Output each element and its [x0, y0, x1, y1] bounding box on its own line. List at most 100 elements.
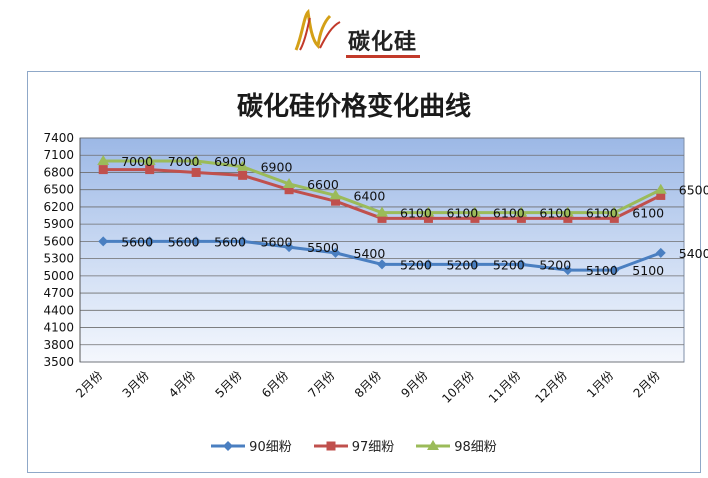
data-point	[190, 154, 203, 165]
y-tick-label: 6200	[43, 200, 74, 214]
legend-item: 98细粉	[416, 436, 497, 455]
data-label: 5600	[214, 234, 246, 249]
x-tick-label: 3月份	[120, 368, 152, 400]
legend-swatch-icon	[313, 441, 348, 450]
data-point	[98, 236, 109, 247]
data-label: 5100	[632, 263, 664, 278]
header-logo-block: 碳化硅	[290, 4, 420, 58]
x-tick-label: 6月份	[259, 368, 291, 400]
data-point	[608, 206, 621, 217]
data-label: 7000	[121, 154, 153, 169]
legend-label: 98细粉	[454, 440, 497, 455]
data-label: 5400	[679, 246, 708, 261]
legend-label: 97细粉	[351, 440, 395, 455]
brand-logo-icon	[294, 8, 341, 51]
x-tick-label: 2月份	[631, 368, 663, 400]
data-point	[145, 165, 155, 175]
data-point	[238, 170, 248, 180]
data-point	[516, 213, 526, 223]
y-tick-label: 3500	[43, 355, 74, 369]
data-point	[284, 242, 295, 253]
data-point	[97, 154, 110, 165]
data-point	[330, 247, 341, 258]
data-point	[470, 213, 480, 223]
data-label: 6900	[261, 160, 293, 175]
data-label: 5200	[539, 257, 571, 272]
y-tick-label: 3800	[43, 338, 74, 352]
data-label: 7000	[168, 154, 200, 169]
data-label: 5200	[446, 257, 478, 272]
data-point	[191, 236, 202, 247]
x-tick-label: 8月份	[352, 368, 384, 400]
data-point	[468, 206, 481, 217]
y-tick-label: 5900	[43, 217, 74, 231]
data-label: 6100	[400, 206, 432, 221]
data-point	[609, 213, 619, 223]
data-point	[515, 206, 528, 217]
data-label: 6500	[679, 183, 708, 198]
data-label: 5600	[121, 234, 153, 249]
y-tick-label: 4400	[43, 303, 74, 317]
data-label: 6600	[307, 177, 339, 192]
data-point	[423, 259, 434, 270]
legend-label: 90细粉	[249, 440, 292, 455]
data-point	[331, 196, 341, 206]
y-tick-label: 4100	[43, 321, 74, 335]
y-tick-label: 5000	[43, 269, 74, 283]
data-point	[377, 213, 387, 223]
data-point	[377, 259, 387, 270]
data-point	[144, 236, 155, 247]
x-tick-label: 12月份	[532, 368, 570, 406]
data-label: 6100	[632, 206, 664, 221]
brand-name: 碳化硅	[348, 30, 418, 55]
y-tick-label: 5300	[43, 252, 74, 266]
data-point	[143, 154, 156, 165]
data-label: 6100	[446, 206, 478, 221]
data-label: 6100	[539, 206, 571, 221]
data-point	[422, 206, 435, 217]
data-point	[563, 213, 573, 223]
data-point	[237, 236, 248, 247]
data-point	[423, 213, 433, 223]
legend-item: 90细粉	[211, 436, 292, 455]
data-point	[329, 189, 342, 200]
data-point	[376, 206, 388, 217]
data-point	[655, 247, 666, 258]
x-tick-label: 2月份	[73, 368, 105, 400]
data-label: 5600	[261, 234, 293, 249]
data-label: 6100	[493, 206, 525, 221]
x-tick-label: 4月份	[166, 368, 198, 400]
x-tick-label: 7月份	[305, 368, 337, 400]
plot-area	[79, 137, 685, 363]
x-tick-label: 1月份	[584, 368, 616, 400]
data-point	[562, 265, 573, 276]
data-point	[654, 183, 667, 194]
data-point	[283, 177, 296, 188]
y-tick-label: 6800	[43, 165, 74, 179]
legend-swatch-icon	[211, 440, 246, 451]
data-point	[469, 259, 480, 270]
legend-item: 97细粉	[313, 436, 395, 455]
data-label: 5600	[168, 234, 200, 249]
data-label: 5400	[354, 246, 386, 261]
data-point	[236, 160, 249, 171]
data-label: 5100	[586, 263, 618, 278]
y-tick-label: 7400	[43, 131, 74, 145]
brand-underline	[346, 55, 420, 58]
x-tick-label: 10月份	[439, 368, 477, 406]
y-tick-label: 5600	[43, 234, 74, 248]
data-label: 6100	[586, 206, 618, 221]
y-tick-label: 6500	[43, 183, 74, 197]
data-point	[516, 259, 527, 270]
x-tick-label: 5月份	[212, 368, 244, 400]
data-label: 5500	[307, 240, 339, 255]
data-point	[284, 185, 294, 195]
y-tick-label: 7100	[43, 148, 74, 162]
data-label: 5200	[493, 257, 525, 272]
data-point	[656, 190, 666, 200]
chart-legend: 90细粉 97细粉 98细粉	[0, 436, 708, 455]
data-point	[191, 167, 201, 177]
x-tick-label: 9月份	[398, 368, 430, 400]
data-point	[98, 165, 108, 175]
